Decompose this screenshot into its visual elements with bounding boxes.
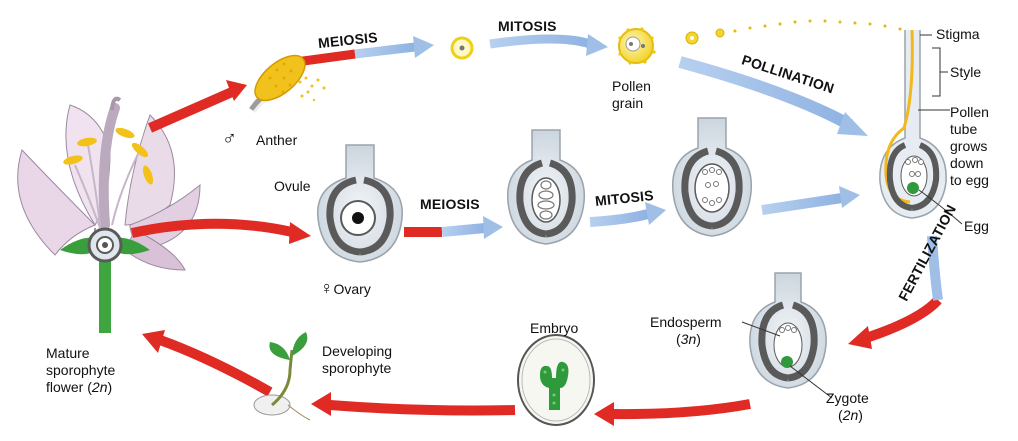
pollen-tube-label-line-3: grows (950, 138, 988, 154)
zygote-label: Zygote (2n) (826, 390, 869, 424)
pollen-tube-label-line-4: down (950, 155, 984, 171)
stage-mitosis-top: MITOSIS (498, 18, 557, 34)
ovary-label-text: Ovary (333, 281, 371, 297)
pollen-tube-label-line-5: to egg (950, 172, 989, 188)
red-arrows (130, 49, 942, 426)
developing-sporophyte-line-1: Developing (322, 343, 393, 359)
ovule-label: Ovule (274, 178, 311, 194)
zygote-ploidy-line: (2n) (826, 407, 869, 424)
ovule-2-illustration (506, 129, 586, 245)
fertilized-ovule-illustration (741, 272, 833, 399)
mature-sporophyte-line-2: sporophyte (46, 362, 116, 378)
mature-paren-close: ) (107, 379, 113, 395)
pollen-tube-label: Pollen tube grows down to egg (950, 104, 989, 189)
mature-sporophyte-label: Mature sporophyte flower (2n) (46, 345, 115, 396)
endosperm-label-text: Endosperm (650, 314, 722, 330)
seed-embryo-illustration (517, 334, 595, 426)
endosperm-ploidy: 3n (680, 331, 697, 347)
mature-flower-text: flower ( (46, 379, 92, 395)
developing-sporophyte-label: Developing sporophyte (322, 343, 392, 377)
zygote-paren-open: ( (838, 407, 843, 423)
anther-label: Anther (256, 132, 298, 148)
stigma-label: Stigma (936, 26, 980, 42)
mature-flower-illustration (17, 96, 201, 333)
zygote-ploidy: 2n (842, 407, 859, 423)
ovule-3-illustration (671, 117, 753, 237)
microspore-illustration (450, 36, 474, 60)
ovule-1-illustration (317, 144, 403, 263)
seedling-illustration (253, 332, 311, 421)
anther-illustration (249, 54, 326, 113)
male-symbol: ♂ (222, 128, 237, 150)
ovary-label: ♀Ovary (320, 278, 371, 298)
pollen-grain-label: Pollen grain (612, 78, 651, 112)
pollen-grain-label-line-2: grain (612, 95, 644, 111)
endosperm-ploidy-line: (3n) (650, 331, 722, 348)
endosperm-label: Endosperm (3n) (650, 314, 722, 348)
pollen-tube-label-line-2: tube (950, 121, 978, 137)
mature-sporophyte-line-1: Mature (46, 345, 90, 361)
mature-ploidy: 2n (91, 379, 108, 395)
pistil-with-pollen-tube-illustration (879, 29, 963, 225)
style-label: Style (950, 64, 982, 80)
pollen-grain-label-line-1: Pollen (612, 78, 651, 94)
endosperm-paren-close: ) (696, 331, 701, 347)
mature-sporophyte-line-3: flower (2n) (46, 379, 115, 396)
zygote-label-text: Zygote (826, 390, 869, 406)
egg-label: Egg (964, 218, 989, 234)
pollen-tube-label-line-1: Pollen (950, 104, 989, 120)
embryo-label: Embryo (530, 320, 579, 336)
blue-arrows (354, 34, 943, 301)
endosperm-paren-open: ( (676, 331, 681, 347)
zygote-paren-close: ) (858, 407, 863, 423)
pollen-grain-illustration (618, 19, 902, 65)
stage-meiosis-mid: MEIOSIS (420, 196, 480, 212)
female-symbol: ♀ (320, 278, 334, 298)
developing-sporophyte-line-2: sporophyte (322, 360, 392, 376)
